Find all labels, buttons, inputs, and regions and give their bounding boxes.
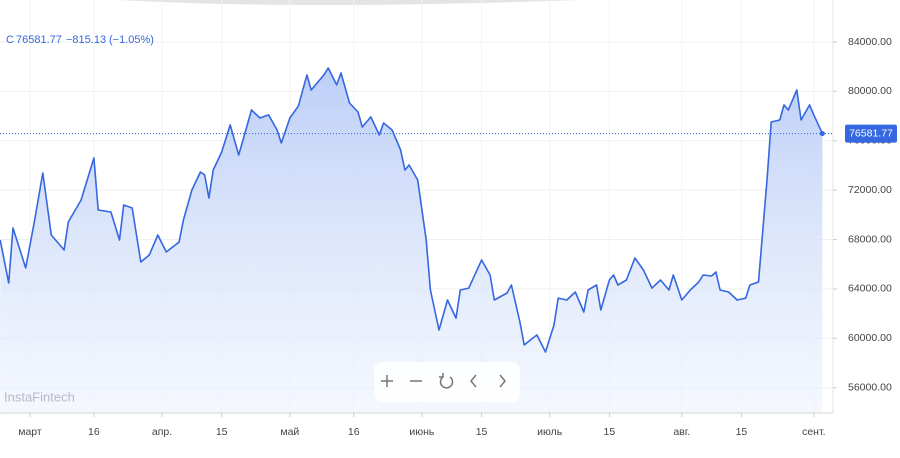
scroll-right-button[interactable] bbox=[499, 374, 506, 388]
y-tick-label: 56000.00 bbox=[848, 381, 892, 393]
y-tick-label: 64000.00 bbox=[848, 283, 892, 295]
quote-change-pct: (−1.05%) bbox=[109, 34, 154, 46]
x-tick-label: июнь bbox=[409, 426, 435, 438]
y-tick-label: 60000.00 bbox=[848, 332, 892, 344]
price-line bbox=[0, 67, 824, 353]
zoom-in-button[interactable] bbox=[381, 375, 393, 387]
top-decor bbox=[120, 0, 580, 5]
quote-last: 76581.77 bbox=[16, 34, 62, 46]
reset-button[interactable] bbox=[439, 373, 454, 389]
last-price-box bbox=[845, 124, 897, 143]
toolbar bbox=[374, 362, 520, 402]
x-tick-label: апр. bbox=[152, 426, 172, 438]
x-tick-label: 15 bbox=[736, 426, 748, 438]
y-tick-label: 68000.00 bbox=[848, 233, 892, 245]
toolbar-bg bbox=[374, 362, 520, 402]
x-tick-label: март bbox=[18, 426, 42, 438]
x-tick-label: 16 bbox=[348, 426, 360, 438]
x-tick-label: май bbox=[280, 426, 299, 438]
x-tick-label: 16 bbox=[88, 426, 100, 438]
y-tick-label: 84000.00 bbox=[848, 36, 892, 48]
x-tick-label: 15 bbox=[604, 426, 616, 438]
scroll-left-button[interactable] bbox=[470, 374, 477, 388]
y-tick-label: 80000.00 bbox=[848, 85, 892, 97]
last-point bbox=[819, 131, 825, 137]
x-tick-label: авг. bbox=[673, 426, 690, 438]
watermark: InstaFintech bbox=[4, 389, 75, 404]
area-fill bbox=[0, 68, 823, 413]
quote-symbol: C bbox=[6, 34, 14, 46]
x-tick-label: сент. bbox=[802, 426, 825, 438]
quote-change: −815.13 bbox=[66, 34, 106, 46]
x-tick-label: 15 bbox=[476, 426, 488, 438]
y-tick-label: 72000.00 bbox=[848, 184, 892, 196]
last-price-label: 76581.77 bbox=[849, 127, 893, 139]
x-tick-label: 15 bbox=[216, 426, 228, 438]
x-tick-label: июль bbox=[537, 426, 563, 438]
